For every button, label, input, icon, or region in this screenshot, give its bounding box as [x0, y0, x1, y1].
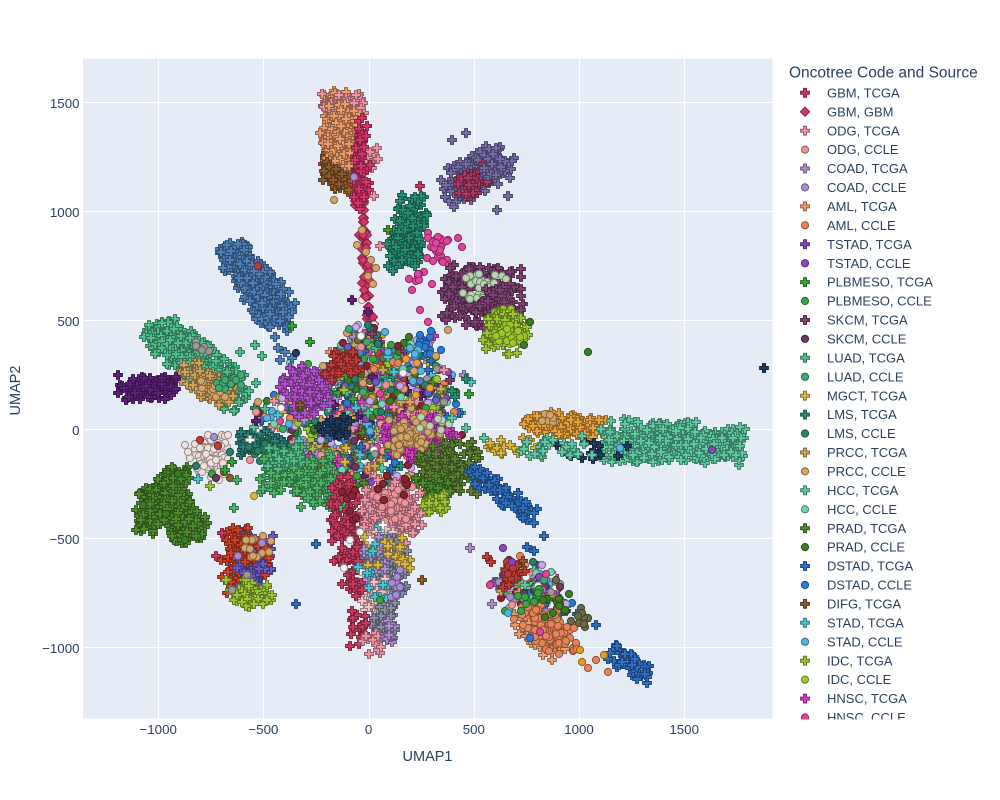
svg-text:IDC, CCLE: IDC, CCLE — [827, 672, 892, 687]
svg-text:TSTAD, CCLE: TSTAD, CCLE — [827, 256, 911, 271]
svg-text:0: 0 — [72, 423, 79, 438]
svg-text:LMS, CCLE: LMS, CCLE — [827, 426, 896, 441]
svg-text:SKCM, TCGA: SKCM, TCGA — [827, 313, 908, 328]
svg-text:PLBMESO, TCGA: PLBMESO, TCGA — [827, 275, 933, 290]
svg-text:DIFG, TCGA: DIFG, TCGA — [827, 597, 901, 612]
svg-text:0: 0 — [365, 722, 372, 737]
svg-text:STAD, CCLE: STAD, CCLE — [827, 634, 903, 649]
svg-text:LMS, TCGA: LMS, TCGA — [827, 407, 897, 422]
svg-text:PRCC, TCGA: PRCC, TCGA — [827, 445, 907, 460]
svg-text:PRAD, CCLE: PRAD, CCLE — [827, 540, 905, 555]
svg-text:TSTAD, TCGA: TSTAD, TCGA — [827, 237, 912, 252]
svg-text:1000: 1000 — [564, 722, 594, 737]
svg-text:UMAP2: UMAP2 — [8, 366, 24, 416]
svg-text:Oncotree Code and Source: Oncotree Code and Source — [789, 65, 978, 82]
svg-text:1000: 1000 — [50, 205, 80, 220]
svg-text:PRCC, CCLE: PRCC, CCLE — [827, 464, 906, 479]
svg-text:GBM, TCGA: GBM, TCGA — [827, 85, 900, 100]
svg-text:SKCM, CCLE: SKCM, CCLE — [827, 332, 907, 347]
svg-text:DSTAD, TCGA: DSTAD, TCGA — [827, 559, 914, 574]
svg-text:PLBMESO, CCLE: PLBMESO, CCLE — [827, 294, 932, 309]
svg-text:−500: −500 — [50, 532, 80, 547]
svg-text:−1000: −1000 — [42, 641, 79, 656]
svg-text:LUAD, TCGA: LUAD, TCGA — [827, 350, 905, 365]
svg-text:500: 500 — [57, 314, 79, 329]
svg-text:COAD, TCGA: COAD, TCGA — [827, 161, 908, 176]
svg-text:−500: −500 — [248, 722, 278, 737]
svg-text:GBM, GBM: GBM, GBM — [827, 104, 893, 119]
svg-text:−1000: −1000 — [140, 722, 177, 737]
svg-text:AML, CCLE: AML, CCLE — [827, 218, 896, 233]
svg-text:HCC, TCGA: HCC, TCGA — [827, 483, 899, 498]
svg-text:IDC, TCGA: IDC, TCGA — [827, 653, 893, 668]
svg-text:LUAD, CCLE: LUAD, CCLE — [827, 369, 904, 384]
svg-text:ODG, TCGA: ODG, TCGA — [827, 123, 900, 138]
svg-text:500: 500 — [463, 722, 485, 737]
svg-text:AML, TCGA: AML, TCGA — [827, 199, 897, 214]
svg-text:PRAD, TCGA: PRAD, TCGA — [827, 521, 907, 536]
svg-text:HNSC, TCGA: HNSC, TCGA — [827, 691, 907, 706]
svg-text:1500: 1500 — [669, 722, 699, 737]
svg-text:ODG, CCLE: ODG, CCLE — [827, 142, 899, 157]
svg-text:HCC, CCLE: HCC, CCLE — [827, 502, 897, 517]
svg-text:MGCT, TCGA: MGCT, TCGA — [827, 388, 907, 403]
svg-text:STAD, TCGA: STAD, TCGA — [827, 615, 904, 630]
svg-text:COAD, CCLE: COAD, CCLE — [827, 180, 907, 195]
svg-text:DSTAD, CCLE: DSTAD, CCLE — [827, 578, 912, 593]
svg-text:1500: 1500 — [50, 96, 80, 111]
svg-text:UMAP1: UMAP1 — [403, 749, 453, 765]
